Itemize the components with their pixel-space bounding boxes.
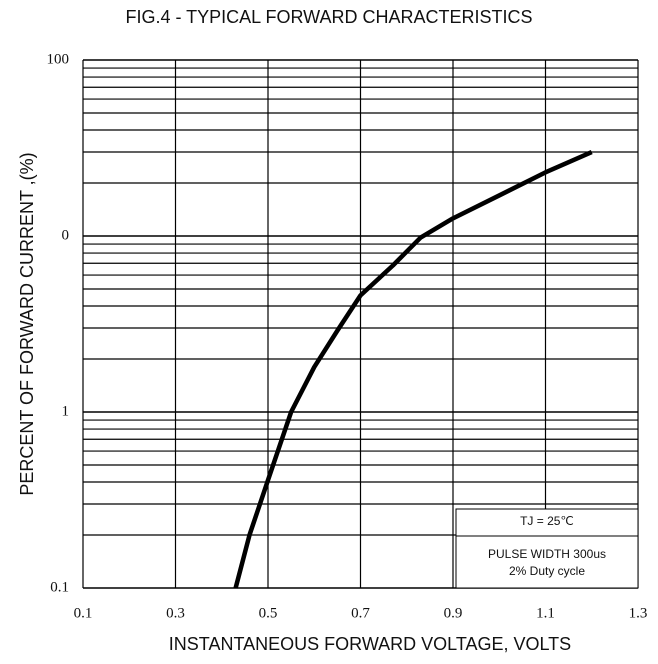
y-tick-label: 0 — [62, 227, 70, 243]
x-tick-label: 0.9 — [444, 605, 463, 621]
x-axis-label: INSTANTANEOUS FORWARD VOLTAGE, VOLTS — [169, 634, 571, 654]
x-tick-label: 0.5 — [259, 605, 278, 621]
chart-title: FIG.4 - TYPICAL FORWARD CHARACTERISTICS — [125, 7, 532, 27]
x-tick-label: 1.1 — [536, 605, 555, 621]
x-tick-label: 0.7 — [351, 605, 370, 621]
annotation: TJ = 25℃ — [520, 514, 574, 528]
annotation-box — [455, 508, 639, 589]
y-tick-label: 1 — [62, 403, 70, 419]
data-line — [233, 149, 593, 589]
y-tick-label: 0.1 — [50, 579, 69, 595]
annotation: PULSE WIDTH 300us — [488, 547, 606, 561]
x-tick-label: 0.3 — [166, 605, 185, 621]
annotation: 2% Duty cycle — [509, 564, 585, 578]
x-tick-label: 0.1 — [74, 605, 93, 621]
x-tick-label: 1.3 — [629, 605, 648, 621]
y-axis-label: PERCENT OF FORWARD CURRENT ,(%) — [17, 152, 37, 495]
y-tick-label: 100 — [47, 51, 70, 67]
